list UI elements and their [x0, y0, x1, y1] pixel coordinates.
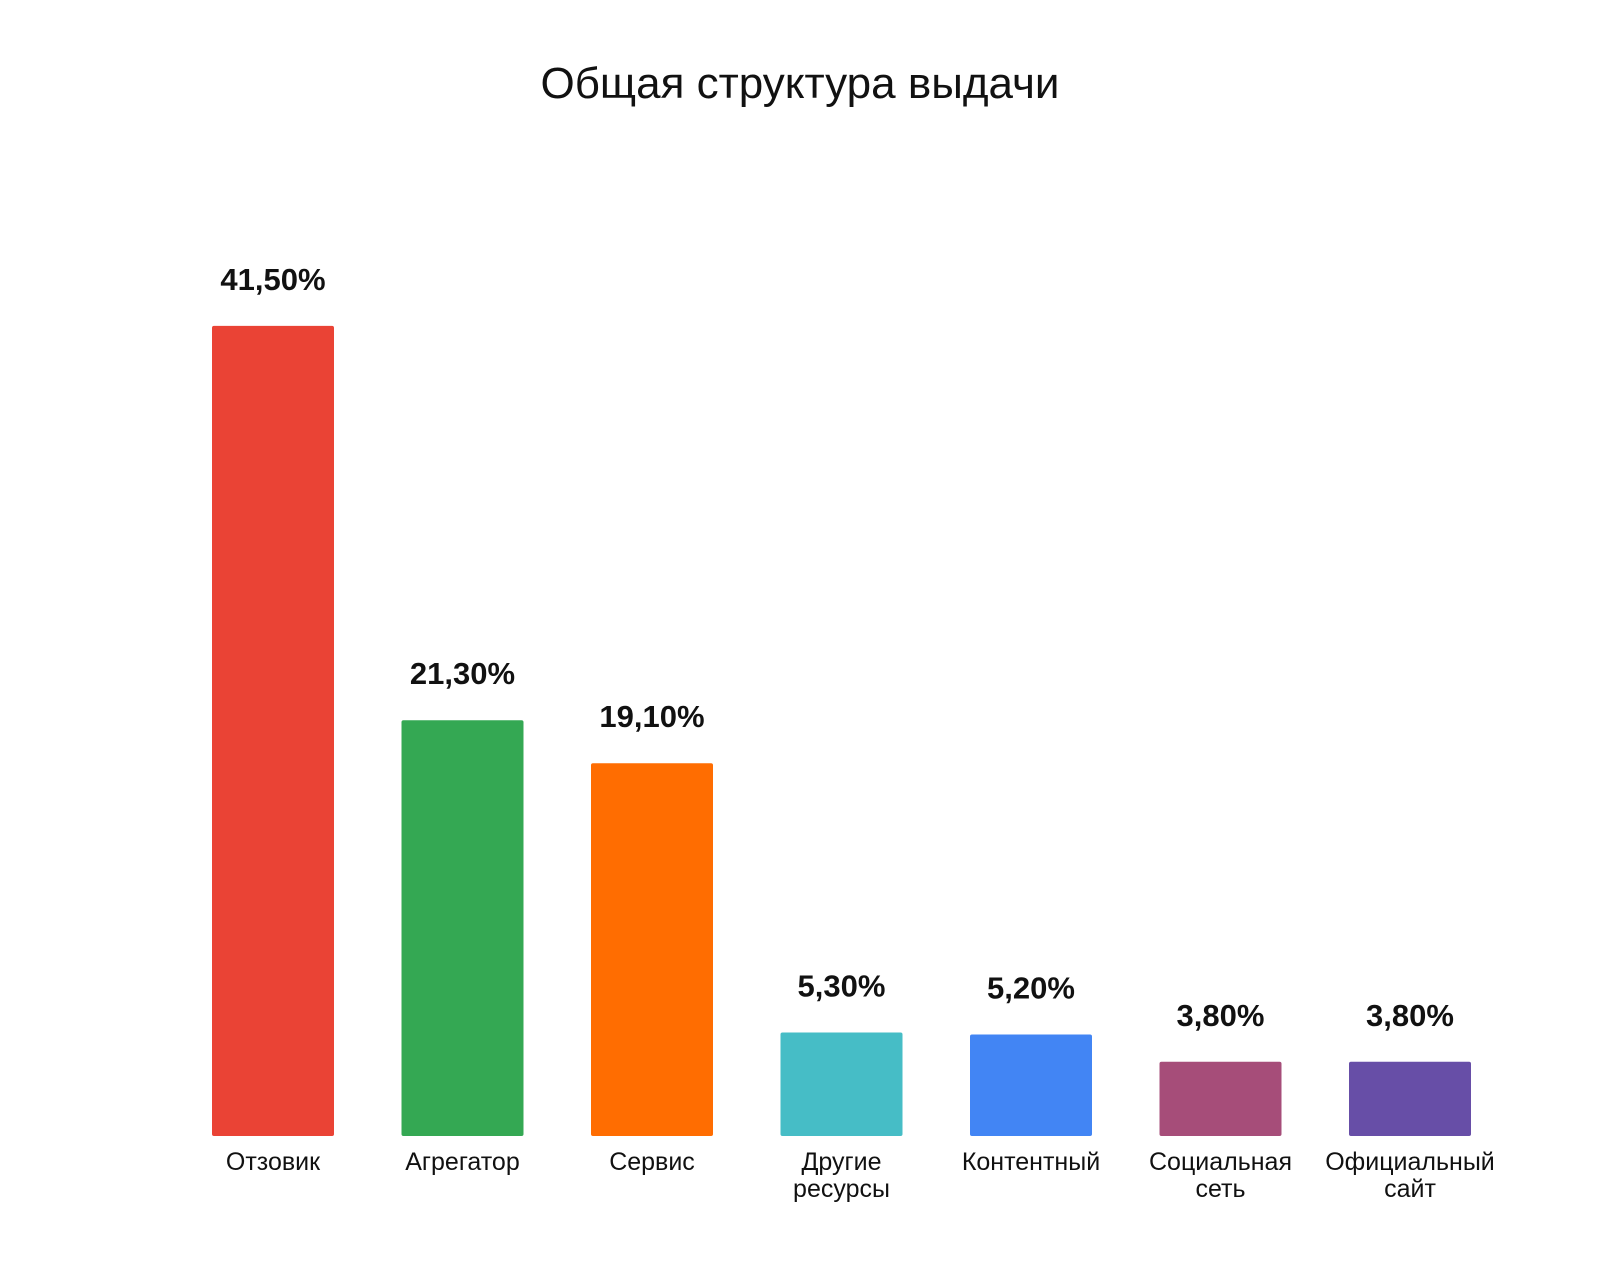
- category-label-1: Отзовик: [226, 1148, 321, 1176]
- bar-7: [1349, 1061, 1471, 1136]
- value-label-4: 5,30%: [798, 969, 886, 1004]
- value-label-3: 19,10%: [599, 699, 704, 734]
- value-labels-group: 41,50% 21,30% 19,10% 5,30% 5,20% 3,80% 3,80%: [220, 262, 1454, 1033]
- category-label-6: Социальная сеть: [1149, 1148, 1292, 1203]
- category-label-2: Агрегатор: [405, 1148, 520, 1176]
- value-label-7: 3,80%: [1366, 998, 1454, 1033]
- category-label-5: Контентный: [962, 1148, 1100, 1176]
- bar-6: [1159, 1061, 1282, 1136]
- category-label-3: Сервис: [609, 1148, 695, 1176]
- bar-5: [970, 1034, 1092, 1136]
- category-label-7: Официальный сайт: [1325, 1148, 1495, 1203]
- category-label-4: Другие ресурсы: [793, 1148, 890, 1203]
- category-labels-group: Отзовик Агрегатор Сервис Другие ресурсы Конте…: [226, 1148, 1495, 1203]
- category-label-line: Сервис: [609, 1148, 695, 1176]
- bars-group: [212, 325, 1471, 1136]
- bar-3: [591, 763, 713, 1136]
- value-label-2: 21,30%: [410, 656, 515, 691]
- category-label-line: сеть: [1195, 1175, 1245, 1203]
- category-label-line: ресурсы: [793, 1175, 890, 1203]
- category-label-line: Отзовик: [226, 1148, 321, 1176]
- category-label-line: Другие: [801, 1148, 881, 1176]
- category-label-line: Агрегатор: [405, 1148, 520, 1176]
- bar-4: [780, 1032, 903, 1136]
- bar-1: [212, 325, 334, 1136]
- category-label-line: сайт: [1384, 1175, 1436, 1203]
- value-label-5: 5,20%: [987, 971, 1075, 1006]
- chart-title: Общая структура выдачи: [540, 59, 1059, 108]
- category-label-line: Официальный: [1325, 1148, 1495, 1176]
- value-label-1: 41,50%: [220, 262, 325, 297]
- bar-2: [401, 720, 524, 1136]
- category-label-line: Контентный: [962, 1148, 1100, 1176]
- value-label-6: 3,80%: [1177, 998, 1265, 1033]
- category-label-line: Социальная: [1149, 1148, 1292, 1176]
